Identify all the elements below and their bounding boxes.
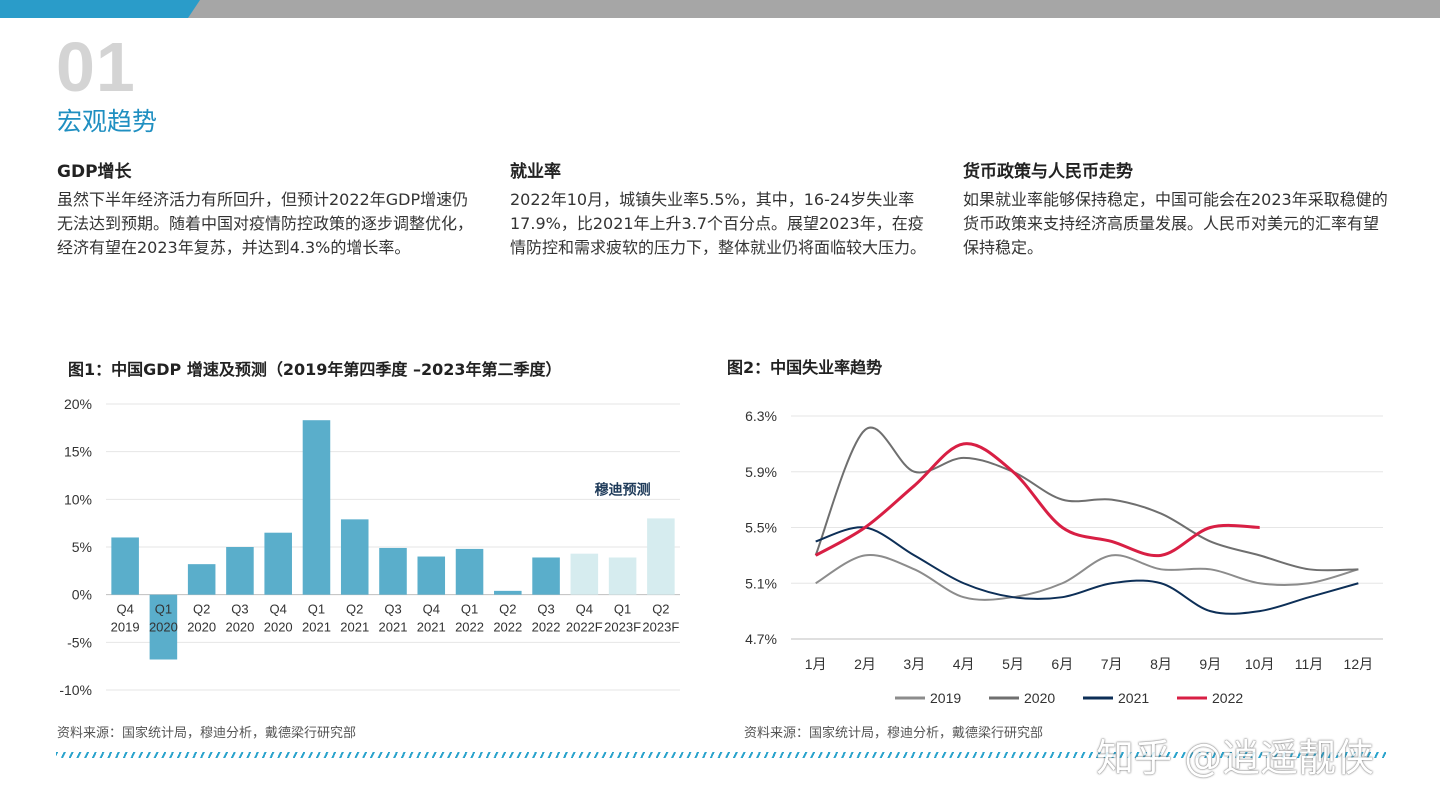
unemp-x-tick: 11月 [1295,656,1324,672]
gdp-x-tick-year: 2023F [604,620,641,635]
gdp-x-tick-quarter: Q1 [614,602,631,617]
unemp-x-tick: 7月 [1101,656,1123,672]
gdp-bar [647,518,675,595]
unemployment-line-chart: 6.3% 5.9% 5.5% 5.1% 4.7% 1月 2月 3月 4月 5月 6月 7月 8月 9月 10… [745,408,1383,706]
gdp-x-tick-quarter: Q1 [308,602,325,617]
fig2-title: 图2：中国失业率趋势 [727,358,883,377]
unemp-series-line-2019 [815,554,1359,601]
unemp-y-tick: 5.1% [745,575,777,591]
fig1-title: 图1：中国GDP 增速及预测（2019年第四季度 –2023年第二季度） [68,360,562,379]
gdp-bar [302,420,331,595]
gdp-x-tick-year: 2023F [642,620,679,635]
employment-paragraph: 2022年10月，城镇失业率5.5%，其中，16-24岁失业率17.9%，比20… [510,190,927,257]
gdp-bar [455,548,484,595]
gdp-bar [379,547,407,595]
gdp-bar [226,547,254,595]
gdp-bar-chart: 20% 15% 10% 5% 0% -5% -10% Q4 2019 Q1 2020 Q2 2020 Q3… [59,396,680,698]
section-title: 宏观趋势 [57,107,158,136]
gdp-x-tick-quarter: Q1 [461,602,478,617]
top-bar-accent [0,0,200,18]
gdp-x-tick-quarter: Q4 [576,602,593,617]
unemp-y-tick: 5.5% [745,520,777,536]
unemp-x-tick: 9月 [1199,656,1221,672]
gdp-bar [570,553,599,595]
unemp-x-tick: 12月 [1344,656,1374,672]
unemp-x-tick: 6月 [1051,656,1073,672]
gdp-x-tick-quarter: Q3 [231,602,248,617]
unemp-x-tick: 4月 [953,656,975,672]
watermark: 知乎 @逍遥靓侠 [1096,736,1375,780]
unemp-y-tick: 5.9% [745,464,777,480]
gdp-y-tick: 5% [72,539,92,555]
unemp-series-line-2021 [815,526,1359,615]
gdp-x-tick-year: 2019 [111,620,140,635]
gdp-y-tick: 10% [64,491,92,507]
gdp-x-tick-quarter: Q1 [155,602,172,617]
unemp-series-line-2022 [814,442,1260,558]
unemp-x-tick: 1月 [805,656,827,672]
gdp-x-tick-quarter: Q4 [423,602,440,617]
gdp-x-tick-year: 2022 [455,620,484,635]
gdp-y-tick: -10% [59,682,92,698]
unemp-x-tick: 5月 [1002,656,1024,672]
unemp-x-tick: 3月 [903,656,925,672]
fig1-source: 资料来源：国家统计局，穆迪分析，戴德梁行研究部 [57,726,357,741]
unemp-y-tick: 6.3% [745,408,777,424]
legend-label-2021: 2021 [1118,690,1149,706]
gdp-bar [532,557,560,595]
gdp-x-tick-year: 2020 [187,620,216,635]
gdp-x-tick-quarter: Q3 [537,602,554,617]
monetary-heading: 货币政策与人民币走势 [963,162,1133,182]
top-bar [0,0,1440,18]
gdp-x-tick-quarter: Q2 [346,602,363,617]
gdp-x-tick-quarter: Q3 [384,602,401,617]
gdp-x-tick-quarter: Q4 [270,602,287,617]
gdp-bar [264,532,292,595]
unemp-y-tick: 4.7% [745,631,777,647]
gdp-x-tick-year: 2022 [532,620,561,635]
gdp-x-tick-year: 2020 [264,620,293,635]
gdp-bar [111,537,139,595]
unemp-x-tick: 2月 [854,656,876,672]
legend-label-2020: 2020 [1024,690,1055,706]
gdp-paragraph: 虽然下半年经济活力有所回升，但预计2022年GDP增速仍无法达到预期。随着中国对… [57,190,474,257]
gdp-x-tick-year: 2021 [340,620,369,635]
unemp-x-tick: 10月 [1245,656,1275,672]
gdp-y-tick: 15% [64,444,92,460]
gdp-x-tick-quarter: Q4 [116,602,133,617]
gdp-x-tick-year: 2021 [302,620,331,635]
gdp-bar [340,519,369,595]
legend-label-2022: 2022 [1212,690,1243,706]
gdp-x-tick-year: 2020 [149,620,178,635]
section-number: 01 [56,28,136,106]
gdp-x-tick-year: 2021 [379,620,408,635]
gdp-bar [608,557,637,595]
legend-label-2019: 2019 [930,690,961,706]
unemp-series-line-2020 [814,426,1359,572]
gdp-bar [149,594,178,660]
gdp-bar [494,590,522,595]
gdp-y-tick: 0% [72,587,92,603]
unemp-x-tick: 8月 [1150,656,1172,672]
gdp-x-tick-quarter: Q2 [499,602,516,617]
monetary-paragraph: 如果就业率能够保持稳定，中国可能会在2023年采取稳健的货币政策来支持经济高质量… [963,190,1388,257]
gdp-bar [187,564,216,595]
gdp-heading: GDP增长 [57,162,132,182]
gdp-x-tick-year: 2020 [225,620,254,635]
gdp-x-tick-quarter: Q2 [652,602,669,617]
employment-heading: 就业率 [510,162,561,182]
dashed-divider [56,752,1386,758]
gdp-y-tick: 20% [64,396,92,412]
gdp-x-tick-year: 2022F [566,620,603,635]
gdp-bar [417,556,446,595]
gdp-y-tick: -5% [67,634,92,650]
gdp-x-tick-year: 2022 [493,620,522,635]
fig2-source: 资料来源：国家统计局，穆迪分析，戴德梁行研究部 [744,726,1044,741]
gdp-x-tick-quarter: Q2 [193,602,210,617]
forecast-label: 穆迪预测 [595,482,651,498]
gdp-x-tick-year: 2021 [417,620,446,635]
